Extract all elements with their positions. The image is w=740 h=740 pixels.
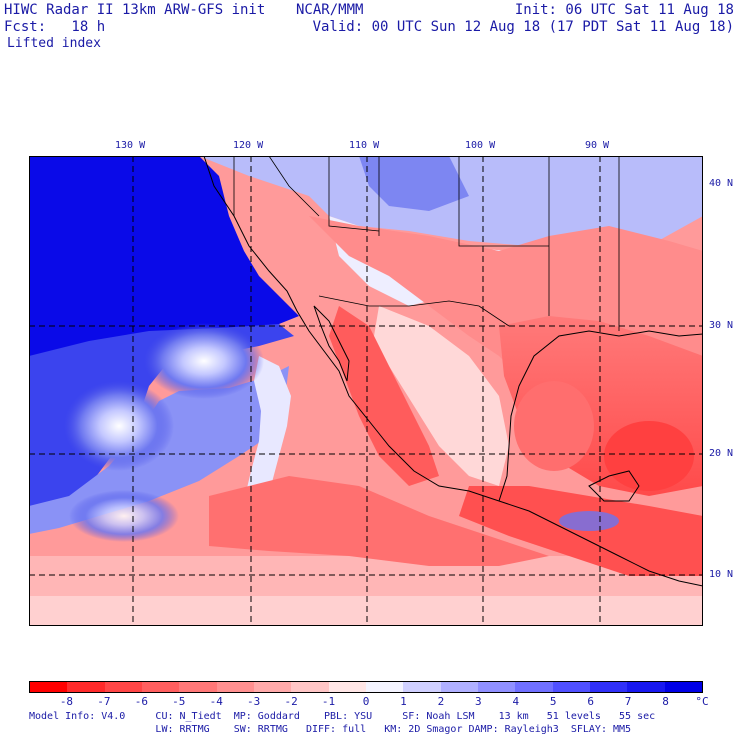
colorbar-swatch <box>403 682 441 692</box>
field-title: Lifted index <box>7 36 101 51</box>
colorbar-swatch <box>179 682 217 692</box>
footer-physics-info: LW: RRTMG SW: RRTMG DIFF: full KM: 2D Sm… <box>29 724 632 735</box>
mexico-plateau-pale <box>374 306 509 486</box>
colorbar-tick-label: -3 <box>247 695 261 708</box>
lat-label-40n: 40 N <box>709 178 734 189</box>
lat-label-20n: 20 N <box>709 448 734 459</box>
pacific-stable-region <box>29 156 299 366</box>
lon-label-90w: 90 W <box>585 140 610 151</box>
gulf-blob-1 <box>514 381 594 471</box>
colorbar-tick-label: -8 <box>59 695 74 708</box>
map-frame <box>29 156 703 626</box>
colorbar-swatch <box>477 682 516 692</box>
colorbar-tick-label: 8 <box>662 695 669 708</box>
west-mexico-strong <box>329 306 439 486</box>
colorbar-tick-label: -5 <box>172 695 186 708</box>
header-line2-right: Valid: 00 UTC Sun 12 Aug 18 (17 PDT Sat … <box>312 19 734 35</box>
header-line1-right: Init: 06 UTC Sat 11 Aug 18 <box>514 2 734 18</box>
colorbar-tick-label: 3 <box>475 695 482 708</box>
stable-spot-central-america <box>559 511 619 531</box>
colorbar-tick-label: 1 <box>400 695 407 708</box>
colorbar-tick-label: 4 <box>512 695 520 708</box>
colorbar-swatch <box>216 682 254 692</box>
colorbar-tick-label: 7 <box>624 695 632 708</box>
colorbar-swatch <box>104 682 142 692</box>
lifted-index-map <box>29 156 703 626</box>
colorbar-swatch <box>67 682 105 692</box>
southern-band-2 <box>29 596 703 626</box>
colorbar <box>29 681 703 693</box>
header-line2-left: Fcst: 18 h <box>4 19 106 35</box>
colorbar-tick-label: 0 <box>362 695 370 708</box>
lon-label-130w: 130 W <box>115 140 146 151</box>
cyclone-swirl-2 <box>64 381 174 471</box>
graticule <box>29 156 703 626</box>
colorbar-tick-label: -1 <box>321 695 336 708</box>
lat-label-10n: 10 N <box>709 569 734 580</box>
rockies-blue <box>359 156 469 211</box>
lat-label-30n: 30 N <box>709 320 734 331</box>
colorbar-swatch <box>328 682 366 692</box>
lon-label-100w: 100 W <box>465 140 496 151</box>
header-line1-left: HIWC Radar II 13km ARW-GFS init <box>4 2 266 18</box>
coastal-white-band <box>244 356 291 506</box>
colorbar-swatch <box>589 682 628 692</box>
colorbar-swatch <box>440 682 478 692</box>
colorbar-swatch <box>30 682 68 692</box>
colorbar-swatch <box>664 682 702 692</box>
colorbar-swatch <box>253 682 292 692</box>
coastlines <box>203 156 703 587</box>
colorbar-swatch <box>552 682 590 692</box>
colorbar-swatch <box>515 682 553 692</box>
lon-label-120w: 120 W <box>233 140 264 151</box>
colorbar-swatch <box>291 682 329 692</box>
cyclone-swirl-3 <box>69 490 179 542</box>
colorbar-tick-label: -7 <box>97 695 111 708</box>
footer-model-info: Model Info: V4.0 CU: N_Tiedt MP: Goddard… <box>29 711 656 722</box>
east-pacific-warm <box>209 476 549 566</box>
lon-label-110w: 110 W <box>349 140 380 151</box>
colorbar-swatch <box>365 682 404 692</box>
colorbar-unit: °C <box>695 695 709 708</box>
colorbar-tick-label: -2 <box>284 695 298 708</box>
colorbar-swatch <box>627 682 665 692</box>
header-line1-mid: NCAR/MMM <box>296 2 364 18</box>
colorbar-tick-label: 2 <box>437 695 445 708</box>
colorbar-tick-label: -4 <box>209 695 223 708</box>
colorbar-tick-label: 5 <box>549 695 557 708</box>
colorbar-tick-label: 6 <box>587 695 594 708</box>
colorbar-tick-label: -6 <box>134 695 148 708</box>
cyclone-swirl-1 <box>144 323 264 399</box>
colorbar-swatch <box>141 682 180 692</box>
gulf-blob-2 <box>604 421 694 491</box>
political-borders <box>233 156 620 331</box>
